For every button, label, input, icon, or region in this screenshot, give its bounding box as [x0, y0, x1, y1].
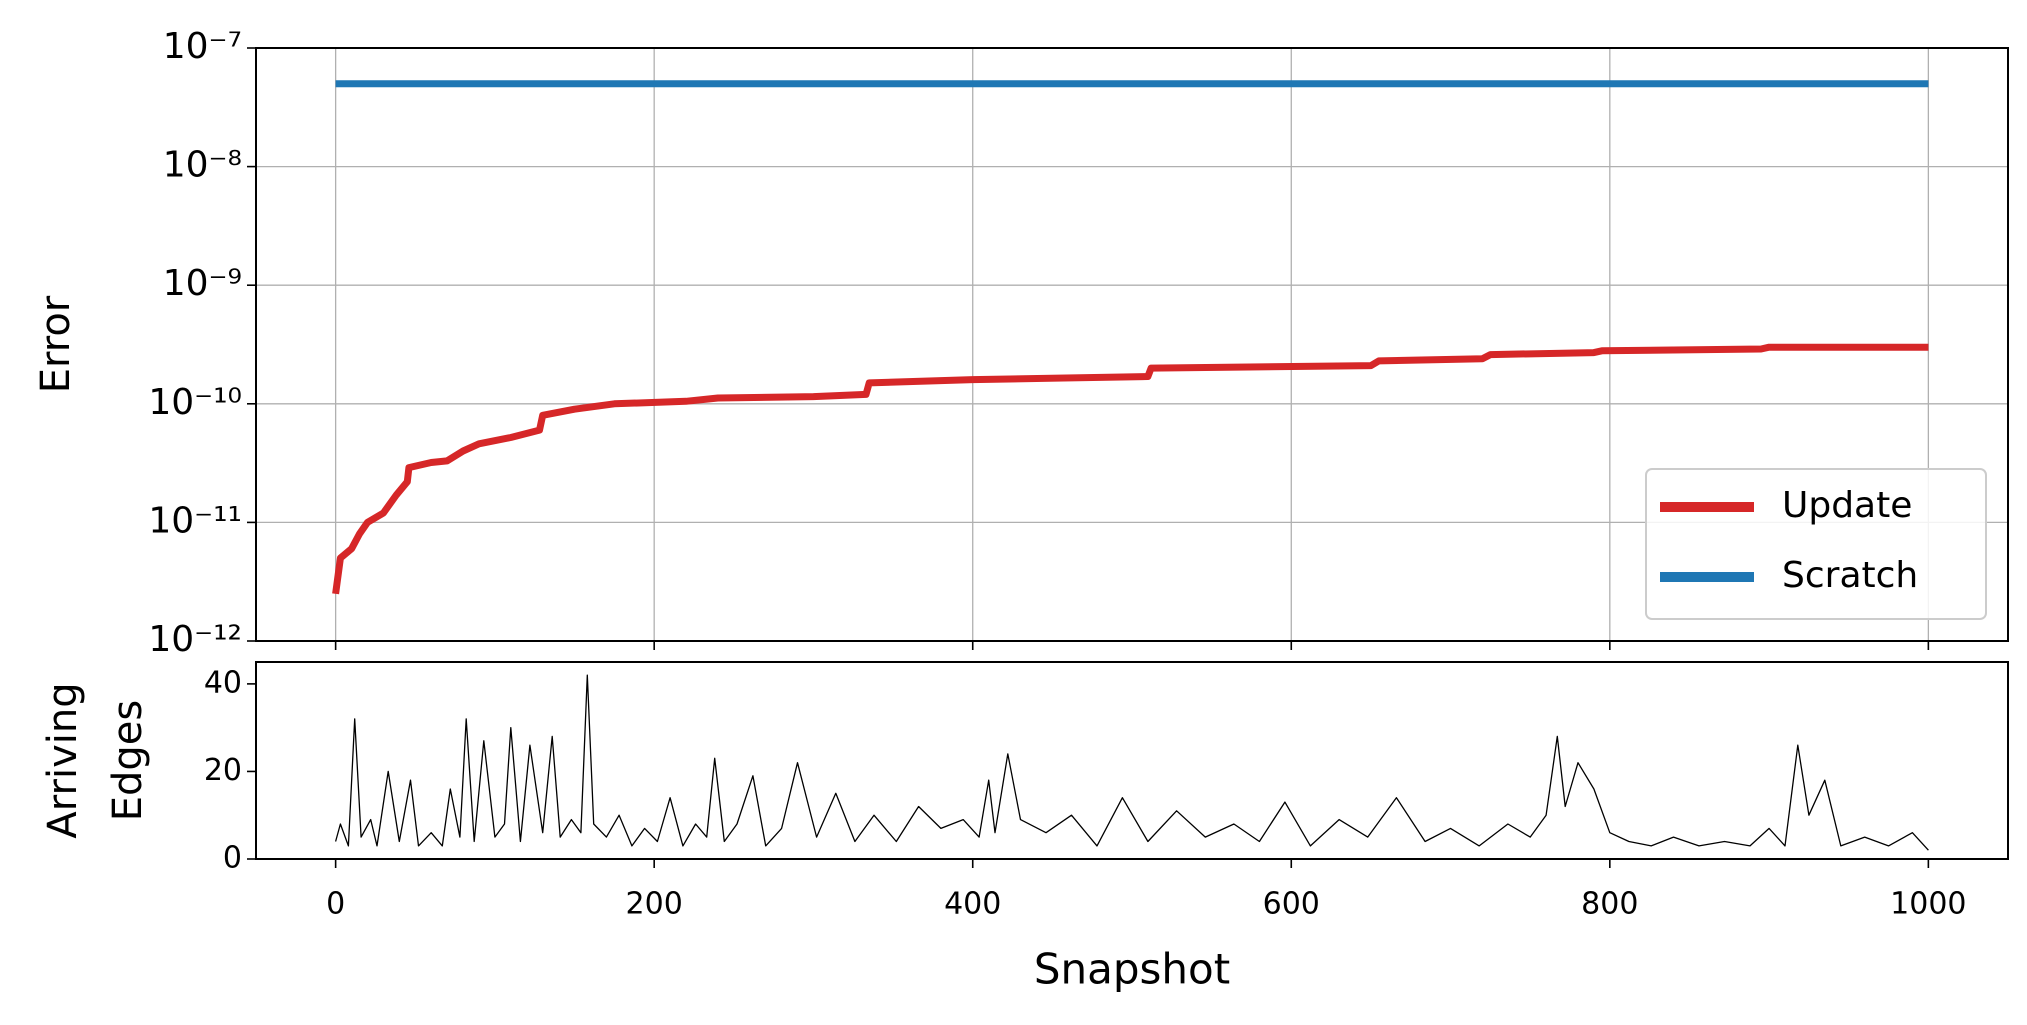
- y-tick-label: 10⁻⁷: [163, 26, 242, 67]
- y-tick-label: 20: [204, 753, 242, 788]
- legend-label: Scratch: [1782, 555, 1918, 596]
- y-tick-label: 10⁻¹²: [148, 619, 242, 660]
- y-axis-label: Error: [33, 295, 79, 393]
- x-tick-label: 200: [626, 887, 683, 922]
- x-tick-label: 800: [1581, 887, 1638, 922]
- x-axis-label: Snapshot: [1034, 945, 1230, 994]
- y-tick-label: 10⁻⁸: [163, 145, 242, 186]
- y-tick-label: 0: [223, 841, 242, 876]
- x-tick-label: 600: [1263, 887, 1320, 922]
- series-line: [334, 674, 1929, 851]
- y-tick-label: 10⁻¹⁰: [148, 382, 242, 423]
- x-tick-label: 400: [944, 887, 1001, 922]
- y-tick-label: 40: [204, 665, 242, 700]
- x-tick-label: 1000: [1890, 887, 1966, 922]
- y-tick-label: 10⁻⁹: [163, 263, 242, 304]
- x-tick-label: 0: [326, 887, 345, 922]
- series-line: [332, 343, 1929, 595]
- y-axis-label: Edges: [105, 700, 151, 822]
- legend-label: Update: [1782, 485, 1912, 526]
- y-tick-label: 10⁻¹¹: [148, 500, 242, 541]
- y-axis-label: Arriving: [40, 682, 86, 838]
- axes-frame: [255, 661, 2009, 860]
- legend: Update Scratch: [1645, 468, 1987, 620]
- axes-frame: [255, 47, 2009, 642]
